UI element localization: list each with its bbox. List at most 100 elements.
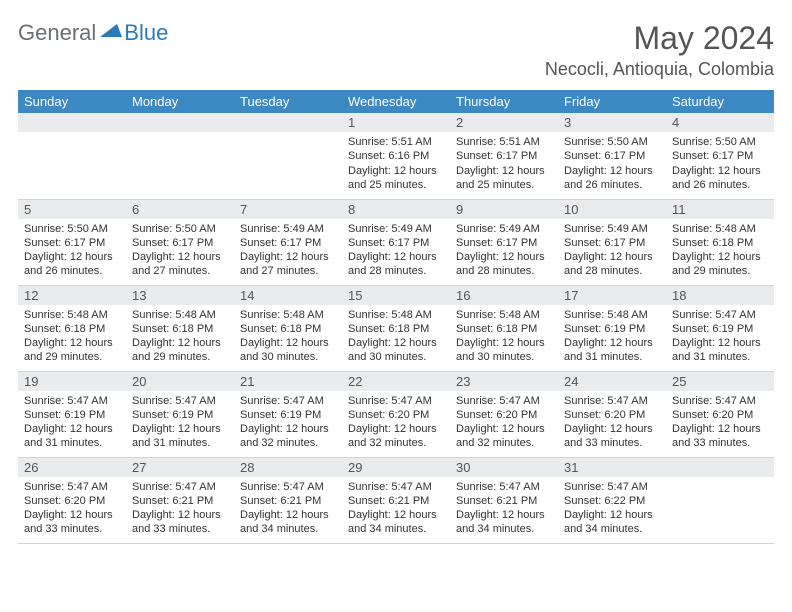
- title-block: May 2024 Necocli, Antioquia, Colombia: [545, 20, 774, 80]
- day-details: Sunrise: 5:47 AMSunset: 6:19 PMDaylight:…: [234, 391, 342, 455]
- day-details: Sunrise: 5:47 AMSunset: 6:20 PMDaylight:…: [18, 477, 126, 541]
- day-details: Sunrise: 5:51 AMSunset: 6:17 PMDaylight:…: [450, 132, 558, 196]
- calendar-day-cell: 17Sunrise: 5:48 AMSunset: 6:19 PMDayligh…: [558, 285, 666, 371]
- day-number-empty: [18, 113, 126, 132]
- day-number: 21: [234, 372, 342, 391]
- day-details: Sunrise: 5:47 AMSunset: 6:20 PMDaylight:…: [666, 391, 774, 455]
- day-number: 18: [666, 286, 774, 305]
- day-details: Sunrise: 5:47 AMSunset: 6:20 PMDaylight:…: [450, 391, 558, 455]
- calendar-day-cell: 28Sunrise: 5:47 AMSunset: 6:21 PMDayligh…: [234, 457, 342, 543]
- calendar-day-cell: 9Sunrise: 5:49 AMSunset: 6:17 PMDaylight…: [450, 199, 558, 285]
- day-details: Sunrise: 5:50 AMSunset: 6:17 PMDaylight:…: [666, 132, 774, 196]
- location-label: Necocli, Antioquia, Colombia: [545, 59, 774, 80]
- calendar-day-cell: 16Sunrise: 5:48 AMSunset: 6:18 PMDayligh…: [450, 285, 558, 371]
- calendar-day-cell: 18Sunrise: 5:47 AMSunset: 6:19 PMDayligh…: [666, 285, 774, 371]
- day-details: Sunrise: 5:47 AMSunset: 6:21 PMDaylight:…: [126, 477, 234, 541]
- day-details: Sunrise: 5:49 AMSunset: 6:17 PMDaylight:…: [558, 219, 666, 283]
- calendar-day-cell: 21Sunrise: 5:47 AMSunset: 6:19 PMDayligh…: [234, 371, 342, 457]
- day-number: 16: [450, 286, 558, 305]
- day-details: Sunrise: 5:47 AMSunset: 6:20 PMDaylight:…: [558, 391, 666, 455]
- day-number: 6: [126, 200, 234, 219]
- calendar-day-cell: 1Sunrise: 5:51 AMSunset: 6:16 PMDaylight…: [342, 113, 450, 199]
- day-number-empty: [666, 458, 774, 477]
- weekday-header: Tuesday: [234, 90, 342, 113]
- calendar-day-cell: 4Sunrise: 5:50 AMSunset: 6:17 PMDaylight…: [666, 113, 774, 199]
- day-number: 26: [18, 458, 126, 477]
- calendar-week-row: 1Sunrise: 5:51 AMSunset: 6:16 PMDaylight…: [18, 113, 774, 199]
- calendar-day-cell: 15Sunrise: 5:48 AMSunset: 6:18 PMDayligh…: [342, 285, 450, 371]
- day-details: Sunrise: 5:49 AMSunset: 6:17 PMDaylight:…: [342, 219, 450, 283]
- day-number-empty: [126, 113, 234, 132]
- day-number: 25: [666, 372, 774, 391]
- day-details: Sunrise: 5:47 AMSunset: 6:22 PMDaylight:…: [558, 477, 666, 541]
- day-number: 11: [666, 200, 774, 219]
- day-number: 19: [18, 372, 126, 391]
- calendar-day-cell: [666, 457, 774, 543]
- calendar-day-cell: 25Sunrise: 5:47 AMSunset: 6:20 PMDayligh…: [666, 371, 774, 457]
- calendar-day-cell: 22Sunrise: 5:47 AMSunset: 6:20 PMDayligh…: [342, 371, 450, 457]
- day-number: 3: [558, 113, 666, 132]
- day-number: 31: [558, 458, 666, 477]
- day-details: Sunrise: 5:47 AMSunset: 6:19 PMDaylight:…: [18, 391, 126, 455]
- logo: General Blue: [18, 20, 168, 46]
- day-details: Sunrise: 5:47 AMSunset: 6:21 PMDaylight:…: [450, 477, 558, 541]
- day-number: 8: [342, 200, 450, 219]
- calendar-day-cell: 27Sunrise: 5:47 AMSunset: 6:21 PMDayligh…: [126, 457, 234, 543]
- calendar-day-cell: 12Sunrise: 5:48 AMSunset: 6:18 PMDayligh…: [18, 285, 126, 371]
- day-number: 24: [558, 372, 666, 391]
- day-number: 4: [666, 113, 774, 132]
- calendar-header-row: SundayMondayTuesdayWednesdayThursdayFrid…: [18, 90, 774, 113]
- day-details: Sunrise: 5:51 AMSunset: 6:16 PMDaylight:…: [342, 132, 450, 196]
- calendar-day-cell: 6Sunrise: 5:50 AMSunset: 6:17 PMDaylight…: [126, 199, 234, 285]
- calendar-day-cell: 19Sunrise: 5:47 AMSunset: 6:19 PMDayligh…: [18, 371, 126, 457]
- day-number: 7: [234, 200, 342, 219]
- day-details: Sunrise: 5:48 AMSunset: 6:18 PMDaylight:…: [126, 305, 234, 369]
- calendar-day-cell: 31Sunrise: 5:47 AMSunset: 6:22 PMDayligh…: [558, 457, 666, 543]
- calendar-day-cell: 2Sunrise: 5:51 AMSunset: 6:17 PMDaylight…: [450, 113, 558, 199]
- calendar-day-cell: 8Sunrise: 5:49 AMSunset: 6:17 PMDaylight…: [342, 199, 450, 285]
- month-title: May 2024: [545, 20, 774, 57]
- calendar-day-cell: [126, 113, 234, 199]
- day-number: 13: [126, 286, 234, 305]
- day-details: Sunrise: 5:48 AMSunset: 6:18 PMDaylight:…: [342, 305, 450, 369]
- weekday-header: Sunday: [18, 90, 126, 113]
- day-details: Sunrise: 5:48 AMSunset: 6:18 PMDaylight:…: [666, 219, 774, 283]
- weekday-header: Thursday: [450, 90, 558, 113]
- weekday-header: Saturday: [666, 90, 774, 113]
- day-number: 15: [342, 286, 450, 305]
- calendar-week-row: 5Sunrise: 5:50 AMSunset: 6:17 PMDaylight…: [18, 199, 774, 285]
- logo-text-general: General: [18, 20, 96, 46]
- calendar-day-cell: 7Sunrise: 5:49 AMSunset: 6:17 PMDaylight…: [234, 199, 342, 285]
- day-details: Sunrise: 5:49 AMSunset: 6:17 PMDaylight:…: [450, 219, 558, 283]
- calendar-day-cell: 10Sunrise: 5:49 AMSunset: 6:17 PMDayligh…: [558, 199, 666, 285]
- weekday-header: Friday: [558, 90, 666, 113]
- day-details: Sunrise: 5:48 AMSunset: 6:18 PMDaylight:…: [234, 305, 342, 369]
- day-details: Sunrise: 5:49 AMSunset: 6:17 PMDaylight:…: [234, 219, 342, 283]
- day-number: 10: [558, 200, 666, 219]
- day-number: 22: [342, 372, 450, 391]
- day-details: Sunrise: 5:47 AMSunset: 6:19 PMDaylight:…: [126, 391, 234, 455]
- calendar-day-cell: [234, 113, 342, 199]
- day-number: 17: [558, 286, 666, 305]
- calendar-day-cell: 24Sunrise: 5:47 AMSunset: 6:20 PMDayligh…: [558, 371, 666, 457]
- day-number-empty: [234, 113, 342, 132]
- day-details: Sunrise: 5:48 AMSunset: 6:19 PMDaylight:…: [558, 305, 666, 369]
- day-details: Sunrise: 5:50 AMSunset: 6:17 PMDaylight:…: [18, 219, 126, 283]
- calendar-day-cell: 20Sunrise: 5:47 AMSunset: 6:19 PMDayligh…: [126, 371, 234, 457]
- calendar-day-cell: [18, 113, 126, 199]
- logo-triangle-icon: [100, 22, 122, 45]
- calendar-week-row: 12Sunrise: 5:48 AMSunset: 6:18 PMDayligh…: [18, 285, 774, 371]
- weekday-header: Wednesday: [342, 90, 450, 113]
- day-number: 9: [450, 200, 558, 219]
- calendar-day-cell: 5Sunrise: 5:50 AMSunset: 6:17 PMDaylight…: [18, 199, 126, 285]
- day-number: 5: [18, 200, 126, 219]
- weekday-header: Monday: [126, 90, 234, 113]
- day-number: 23: [450, 372, 558, 391]
- day-number: 12: [18, 286, 126, 305]
- calendar-day-cell: 11Sunrise: 5:48 AMSunset: 6:18 PMDayligh…: [666, 199, 774, 285]
- calendar-day-cell: 3Sunrise: 5:50 AMSunset: 6:17 PMDaylight…: [558, 113, 666, 199]
- calendar-table: SundayMondayTuesdayWednesdayThursdayFrid…: [18, 90, 774, 544]
- logo-text-blue: Blue: [124, 20, 168, 46]
- day-number: 28: [234, 458, 342, 477]
- day-number: 29: [342, 458, 450, 477]
